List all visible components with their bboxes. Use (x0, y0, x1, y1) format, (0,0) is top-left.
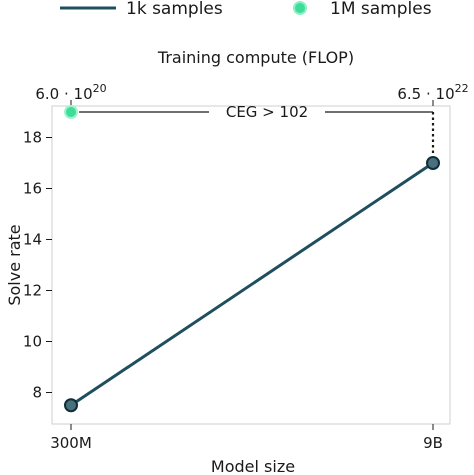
legend-marker-1m (293, 1, 307, 15)
legend-label-1m: 1M samples (330, 0, 432, 19)
series-layer (64, 105, 440, 413)
legend: 1k samples 1M samples (60, 0, 432, 19)
x-axis: 300M 9B (50, 424, 443, 452)
plot-frame (51, 105, 451, 425)
y-tick-label: 12 (23, 282, 42, 300)
annotation: CEG > 102 (79, 103, 435, 156)
top-tick-label-1: 6.5 · 1022 (397, 82, 468, 103)
y-tick-label: 18 (23, 129, 42, 147)
series-1k-point (426, 156, 440, 170)
x-tick-label: 9B (423, 434, 443, 452)
x-tick-label: 300M (50, 434, 92, 452)
series-1k-point (64, 398, 78, 413)
series-1m-point (64, 105, 78, 119)
y-axis-title: Solve rate (5, 224, 24, 305)
top-axis-title: Training compute (FLOP) (157, 48, 354, 67)
annotation-label: CEG > 102 (226, 103, 308, 121)
legend-label-1k: 1k samples (126, 0, 223, 19)
series-1k-line (70, 161, 434, 407)
y-tick-label: 14 (23, 231, 42, 249)
top-tick-label-0: 6.0 · 1020 (35, 82, 106, 103)
y-tick-label: 16 (23, 180, 42, 198)
x-axis-title: Model size (211, 457, 295, 475)
y-tick-label: 8 (32, 384, 42, 402)
y-tick-label: 10 (23, 333, 42, 351)
y-axis: 8 10 12 14 16 18 (23, 129, 52, 402)
